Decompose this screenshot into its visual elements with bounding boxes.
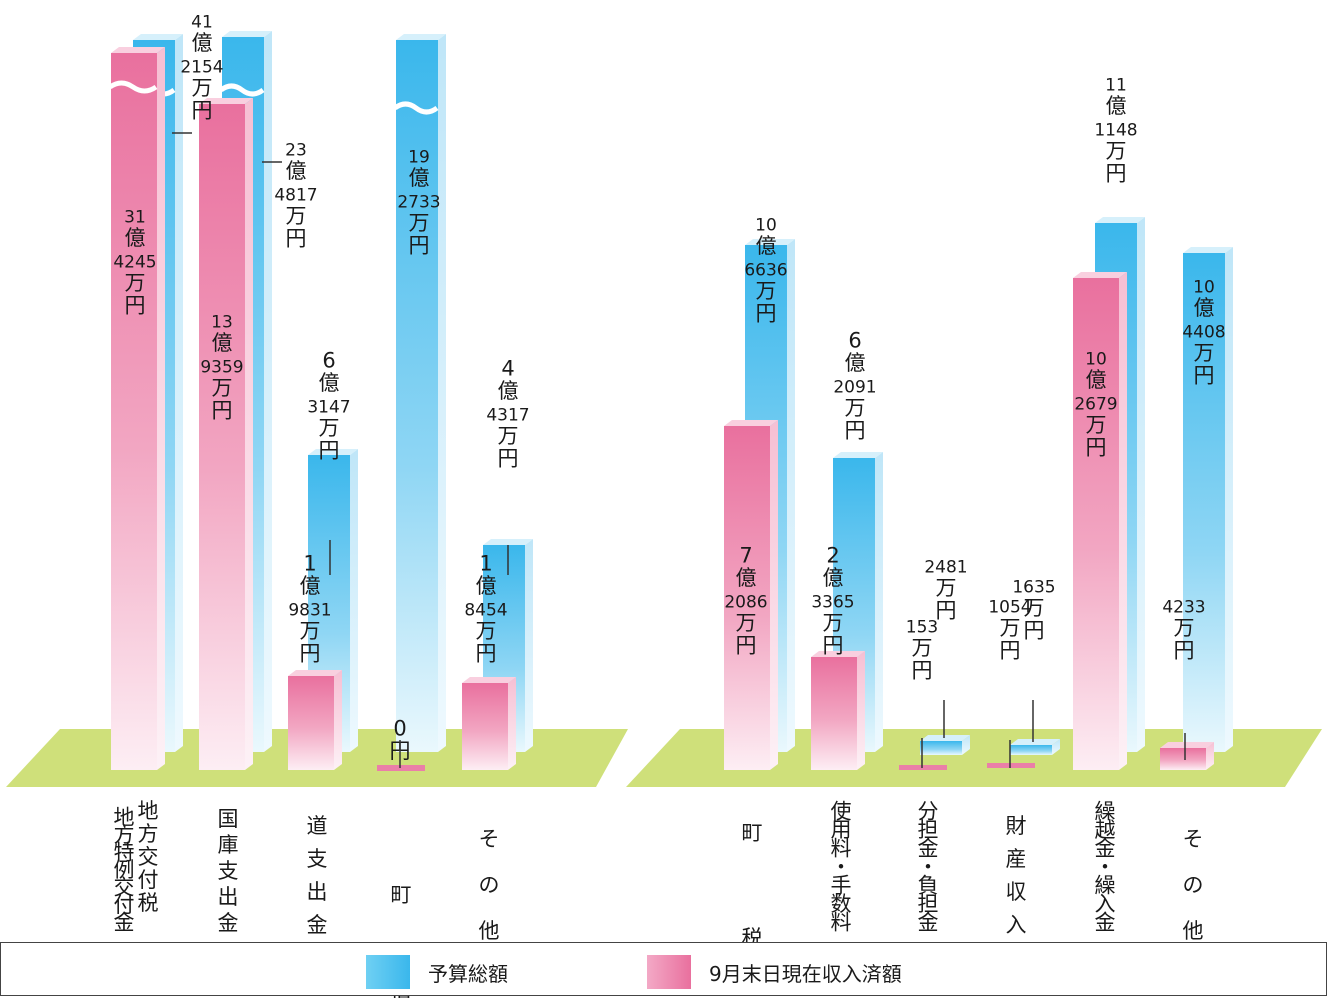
bar-received-L4 (462, 677, 516, 770)
bar-received-R1 (811, 651, 865, 770)
bar-received-L3 (377, 765, 425, 771)
label-budget-L3: 19 億 2733 万円 (397, 148, 440, 258)
label-received-R0: 7 億 2086 万円 (724, 544, 767, 658)
bar-received-R4 (1073, 272, 1127, 770)
cat-L2: 道支出金 (307, 814, 328, 937)
cat-L1: 国庫支出金 (218, 807, 239, 935)
label-budget-L0: 41 億 2154 万円 (180, 13, 223, 123)
label-budget-L4: 4 億 4317 万円 (486, 357, 529, 471)
label-received-R1: 2 億 3365 万円 (811, 544, 854, 658)
label-received-L1: 13 億 9359 万円 (200, 313, 243, 423)
label-received-R4: 10 億 2679 万円 (1074, 350, 1117, 460)
cat-L0a: 地方交付税 (138, 799, 159, 915)
label-budget-R3: 1635 万円 (1012, 578, 1055, 643)
legend-label-received: 9月末日現在収入済額 (709, 961, 902, 986)
bar-received-L2 (288, 670, 342, 770)
label-budget-R2: 2481 万円 (924, 558, 967, 623)
cat-R5: その他 (1183, 827, 1204, 943)
bar-budget-R5 (1183, 247, 1233, 752)
legend-swatch-received (647, 955, 691, 989)
bar-received-R2 (899, 765, 947, 770)
label-budget-R1: 6 億 2091 万円 (833, 329, 876, 443)
cat-R0a: 町 (742, 821, 763, 845)
label-budget-R5: 10 億 4408 万円 (1182, 278, 1225, 388)
label-budget-L1: 23 億 4817 万円 (274, 141, 317, 251)
label-budget-R4: 11 億 1148 万円 (1094, 76, 1137, 186)
floor-right (626, 729, 1322, 787)
cat-R1: 使用料・手数料 (831, 800, 852, 935)
label-received-R5: 4233 万円 (1162, 598, 1205, 663)
bar-received-R3 (987, 763, 1035, 768)
bar-received-L0 (108, 47, 165, 770)
legend-swatch-budget (366, 955, 410, 989)
cat-L4: その他 (479, 827, 500, 943)
bar-received-L1 (199, 98, 253, 770)
label-budget-R0: 10 億 6636 万円 (744, 216, 787, 326)
bar-budget-R3 (1010, 739, 1060, 755)
bar-received-R5 (1160, 742, 1214, 770)
legend-item-budget: 予算総額 (366, 955, 508, 989)
label-received-R2: 153 万円 (906, 618, 938, 683)
legend: 予算総額 9月末日現在収入済額 (0, 942, 1327, 996)
cat-R2: 分担金・負担金 (918, 800, 939, 935)
bar-budget-L3 (393, 34, 446, 752)
label-received-L4: 1 億 8454 万円 (464, 552, 507, 666)
cat-R3: 財産収入 (1006, 814, 1027, 937)
label-budget-L2: 6 億 3147 万円 (307, 349, 350, 463)
cat-R4: 繰越金・繰入金 (1095, 800, 1116, 935)
legend-label-budget: 予算総額 (428, 961, 508, 986)
legend-item-received: 9月末日現在収入済額 (647, 955, 902, 989)
bar-budget-R2 (920, 735, 970, 755)
label-received-R3: 1054 万円 (988, 598, 1031, 663)
bar-received-R0 (724, 420, 778, 770)
cat-L0b: 地方特例交付金 (114, 806, 135, 935)
label-received-L2: 1 億 9831 万円 (288, 552, 331, 666)
label-received-L0: 31 億 4245 万円 (113, 208, 156, 318)
